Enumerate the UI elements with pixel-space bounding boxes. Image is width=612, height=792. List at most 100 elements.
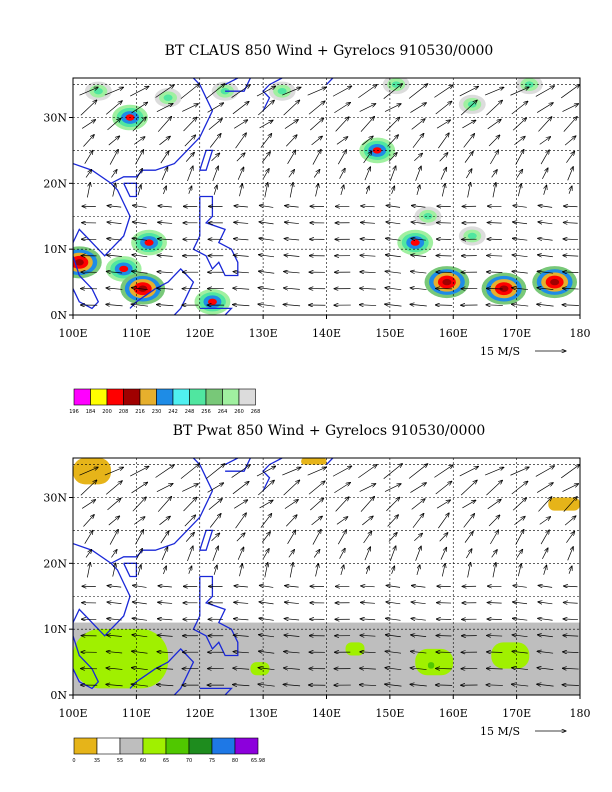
wind-vector bbox=[307, 87, 327, 96]
wind-vector bbox=[358, 85, 377, 99]
wind-vector bbox=[360, 288, 376, 289]
wind-vector bbox=[383, 464, 403, 479]
wind-vector bbox=[439, 533, 448, 542]
moisture-band bbox=[491, 642, 530, 669]
wind-vector bbox=[410, 651, 427, 653]
colorbar-label: 184 bbox=[86, 409, 96, 415]
wind-vector bbox=[459, 466, 479, 477]
wind-vector bbox=[289, 562, 293, 578]
wind-vector bbox=[259, 222, 274, 224]
wind-vector bbox=[411, 238, 426, 240]
wind-vector bbox=[183, 117, 197, 132]
x-tick-label: 140E bbox=[312, 707, 341, 720]
wind-vector bbox=[515, 149, 524, 165]
wind-vector bbox=[112, 183, 116, 197]
wind-vector bbox=[435, 101, 452, 115]
wind-vector bbox=[359, 305, 377, 306]
wind-vector bbox=[337, 530, 346, 545]
wind-vector bbox=[131, 482, 148, 494]
wind-vector bbox=[107, 222, 122, 224]
moisture-band bbox=[73, 458, 112, 485]
cloud-cell bbox=[163, 94, 173, 101]
wind-vector bbox=[511, 481, 528, 495]
wind-vector bbox=[385, 255, 401, 257]
wind-vector bbox=[233, 652, 249, 653]
wind-vector bbox=[385, 288, 402, 290]
wind-vector bbox=[83, 515, 94, 527]
wind-vector bbox=[360, 222, 375, 223]
wind-vector bbox=[132, 255, 148, 257]
wind-vector bbox=[283, 304, 301, 305]
wind-vector bbox=[106, 668, 123, 670]
wind-vector bbox=[256, 466, 276, 477]
wind-vector bbox=[258, 668, 275, 670]
wind-vector bbox=[109, 529, 118, 545]
x-tick-label: 170E bbox=[502, 327, 531, 340]
wind-vector bbox=[130, 86, 149, 97]
wind-vector bbox=[386, 497, 399, 512]
wind-vector bbox=[107, 118, 120, 131]
wind-vector bbox=[516, 549, 523, 558]
wind-vector bbox=[537, 288, 554, 290]
x-tick-label: 130E bbox=[249, 707, 278, 720]
wind-vector bbox=[107, 586, 122, 588]
wind-vector bbox=[284, 271, 300, 272]
wind-vector bbox=[542, 548, 548, 560]
x-tick-label: 120E bbox=[185, 327, 214, 340]
colorbar-swatch bbox=[106, 388, 124, 406]
wind-vector bbox=[289, 182, 293, 198]
wind-vector bbox=[410, 304, 427, 306]
wind-vector bbox=[564, 136, 576, 146]
wind-vector bbox=[80, 480, 97, 496]
x-tick-label: 140E bbox=[312, 327, 341, 340]
wind-vector bbox=[516, 169, 523, 178]
wind-vector bbox=[563, 602, 578, 603]
wind-vector bbox=[237, 167, 244, 180]
wind-vector bbox=[514, 516, 525, 526]
colorbar-swatch bbox=[142, 737, 167, 755]
wind-vector bbox=[285, 586, 299, 587]
wind-vector bbox=[284, 602, 299, 603]
wind-vector bbox=[537, 668, 554, 670]
wind-vector bbox=[183, 497, 197, 512]
wind-vector bbox=[386, 205, 401, 207]
wind-vector bbox=[411, 635, 427, 637]
wind-vector bbox=[84, 530, 93, 544]
colorbar-swatch bbox=[73, 388, 91, 406]
wind-vector bbox=[411, 499, 425, 510]
wind-vector bbox=[261, 532, 270, 543]
wind-vector bbox=[366, 186, 369, 194]
wind-vector bbox=[569, 186, 572, 194]
wind-vector bbox=[161, 167, 168, 181]
wind-vector bbox=[81, 120, 95, 129]
wind-vector bbox=[208, 119, 222, 130]
wind-vector bbox=[132, 497, 146, 512]
wind-vector bbox=[466, 169, 472, 179]
wind-vector bbox=[206, 464, 225, 479]
wind-vector bbox=[411, 586, 426, 588]
coastline-segment bbox=[192, 575, 239, 657]
wind-vector bbox=[282, 87, 301, 96]
wind-vector bbox=[486, 685, 503, 686]
wind-vector bbox=[410, 668, 427, 670]
wind-vector bbox=[467, 182, 471, 198]
wind-vector bbox=[535, 466, 555, 477]
wind-vector bbox=[339, 168, 346, 179]
wind-vector bbox=[513, 602, 528, 604]
wind-vector bbox=[135, 150, 143, 165]
wind-vector bbox=[462, 500, 475, 509]
wind-vector bbox=[512, 118, 526, 131]
wind-vector bbox=[538, 117, 551, 132]
wind-vector bbox=[308, 101, 325, 115]
wind-vector bbox=[315, 563, 319, 577]
wind-vector bbox=[537, 255, 553, 257]
wind-vector bbox=[386, 222, 401, 224]
wind-vector bbox=[408, 84, 428, 99]
claus-colorbar: 196 184 200 208 216 230 242 248 256 264 260 268 bbox=[69, 388, 260, 415]
wind-vector bbox=[334, 483, 350, 494]
wind-vector bbox=[538, 585, 553, 587]
wind-vector bbox=[130, 466, 149, 477]
wind-vector bbox=[132, 635, 148, 637]
wind-vector bbox=[163, 186, 166, 195]
pwat-panel: BT Pwat 850 Wind + Gyrelocs 910530/0000 … bbox=[43, 423, 590, 764]
